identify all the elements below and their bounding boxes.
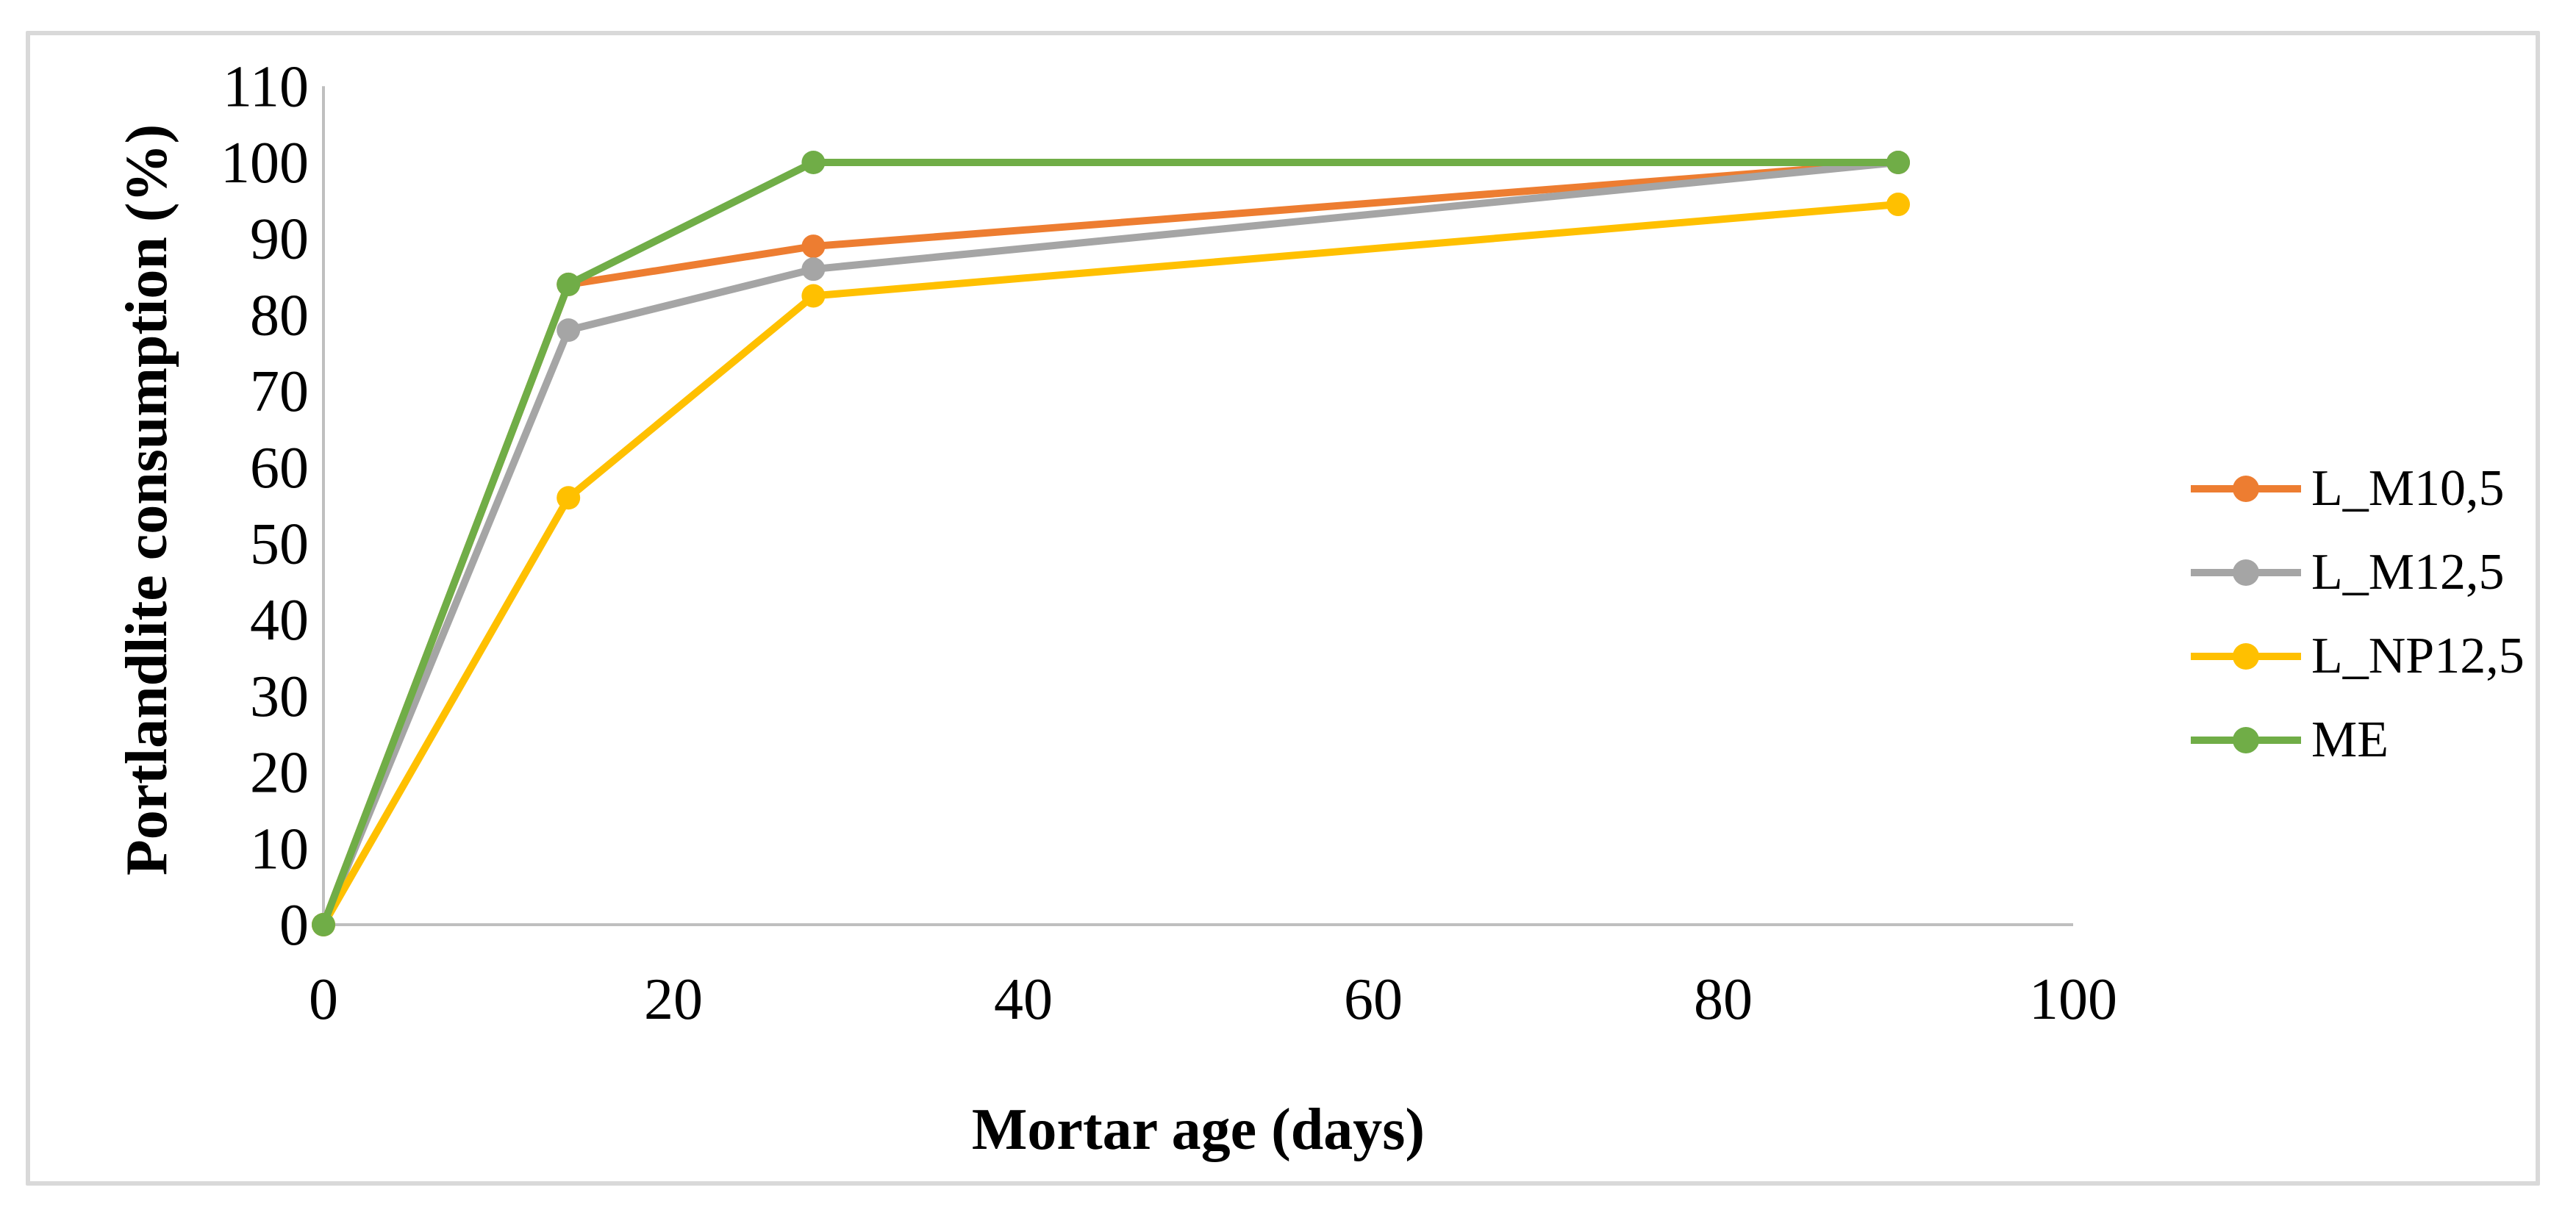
series-point	[1886, 193, 1910, 217]
y-tick-label: 30	[250, 664, 309, 729]
y-tick-label: 60	[250, 436, 309, 501]
legend-marker	[2191, 531, 2301, 614]
legend-item: L_M10,5	[2191, 447, 2544, 531]
series-point	[801, 234, 826, 259]
y-tick-label: 100	[221, 131, 309, 196]
series-point	[801, 257, 826, 282]
x-tick-label: 0	[309, 967, 338, 1032]
x-tick-label: 80	[1694, 967, 1753, 1032]
x-axis-title: Mortar age (days)	[972, 1097, 1425, 1162]
series-point	[801, 284, 826, 308]
series-line	[320, 159, 1902, 928]
series-point	[1886, 151, 1910, 174]
legend-dot-icon	[2233, 727, 2259, 753]
y-tick-label: 110	[223, 54, 309, 119]
legend-label: L_M10,5	[2311, 460, 2505, 517]
y-tick-label: 20	[250, 741, 309, 806]
y-tick-label: 0	[279, 893, 309, 958]
y-axis-title: Portlandlite consumption (%)	[115, 124, 179, 875]
axes-layer	[322, 86, 2073, 926]
legend-label: L_NP12,5	[2311, 628, 2525, 684]
legend-dot-icon	[2233, 476, 2259, 502]
series-layer	[312, 151, 1910, 936]
x-tick-label: 60	[1344, 967, 1403, 1032]
ticks-layer: 0 10 20 30 40 50 60 70 80 90 100 110 0 20 40 60 80 100	[221, 54, 2117, 1032]
y-tick-label: 80	[250, 283, 309, 348]
x-tick-label: 20	[644, 967, 703, 1032]
series-point	[312, 913, 335, 936]
series-line	[320, 159, 1902, 928]
legend-dot-icon	[2233, 643, 2259, 670]
legend-marker	[2191, 698, 2301, 782]
legend-label: L_M12,5	[2311, 544, 2505, 601]
series-point	[557, 318, 581, 343]
legend-item: ME	[2191, 698, 2544, 782]
y-tick-label: 70	[250, 359, 309, 424]
series-point	[557, 486, 581, 510]
legend-item: L_NP12,5	[2191, 614, 2544, 698]
series-point	[557, 272, 581, 296]
legend-marker	[2191, 614, 2301, 698]
series-line	[320, 201, 1902, 928]
legend: L_M10,5 L_M12,5 L_NP12,5 ME	[2191, 447, 2544, 782]
y-tick-label: 90	[250, 207, 309, 272]
y-tick-label: 10	[250, 817, 309, 881]
x-tick-label: 100	[2029, 967, 2117, 1032]
legend-dot-icon	[2233, 559, 2259, 586]
y-tick-label: 50	[250, 512, 309, 577]
legend-item: L_M12,5	[2191, 531, 2544, 614]
legend-label: ME	[2311, 712, 2389, 768]
legend-marker	[2191, 447, 2301, 531]
series-point	[801, 151, 826, 174]
x-tick-label: 40	[994, 967, 1053, 1032]
y-tick-label: 40	[250, 588, 309, 653]
